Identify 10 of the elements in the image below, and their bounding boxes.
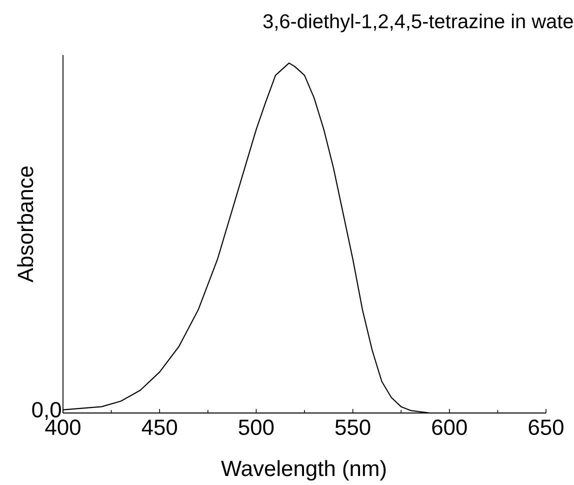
x-tick-label: 450 — [142, 420, 178, 436]
chart-title: 3,6-diethyl-1,2,4,5-tetrazine in wate — [263, 14, 573, 32]
x-axis-title: Wavelength (nm) — [221, 460, 386, 481]
text: 0,0 — [32, 402, 61, 420]
x-tick-label: 650 — [528, 420, 564, 436]
x-tick-label: 600 — [432, 420, 467, 436]
x-tick-label: 500 — [238, 420, 274, 436]
y-axis-title: Absorbance — [17, 166, 34, 282]
x-tick-label: 400 — [45, 420, 80, 436]
x-tick-label: 550 — [335, 420, 370, 436]
